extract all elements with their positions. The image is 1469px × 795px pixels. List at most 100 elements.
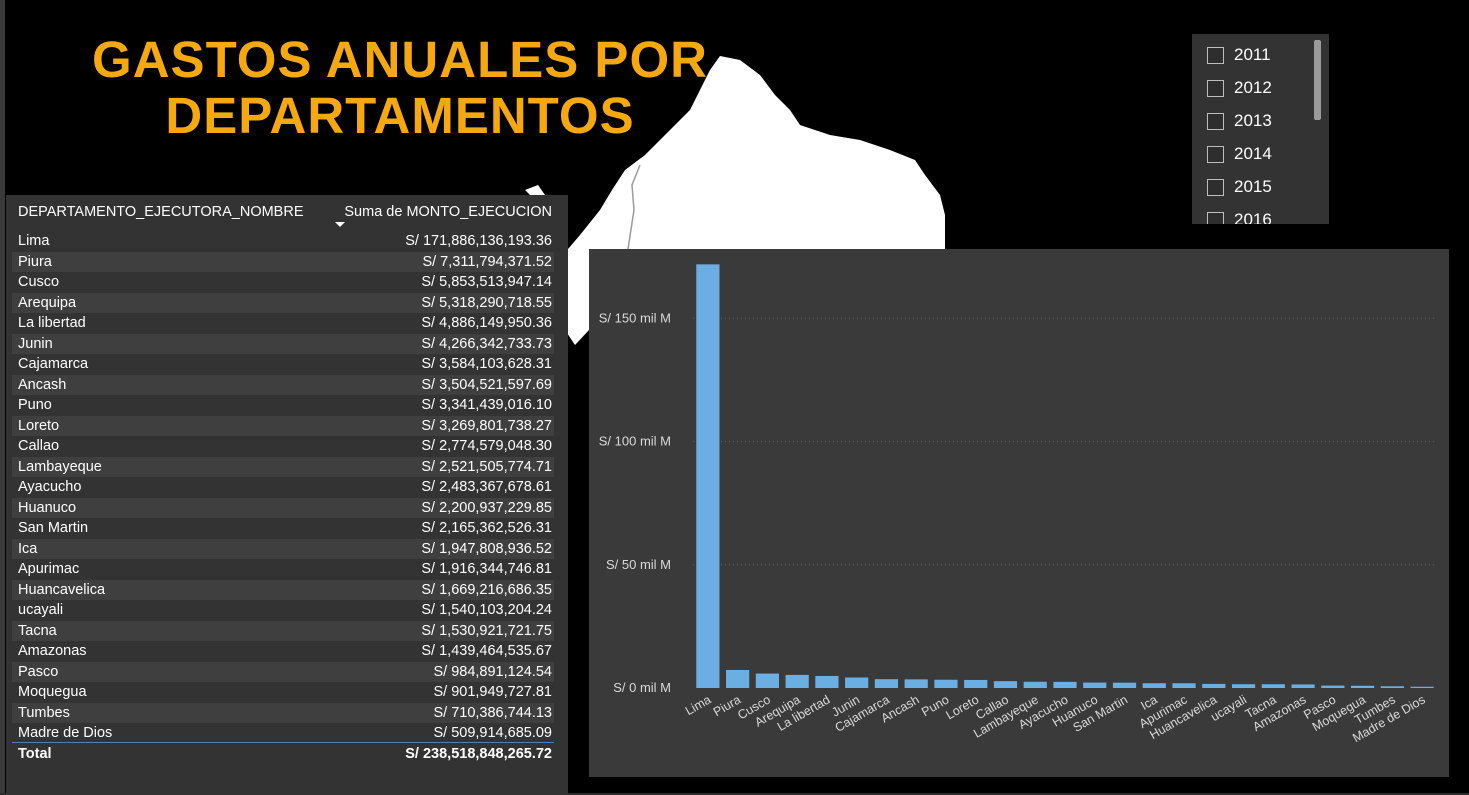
- bar-ancash[interactable]: [904, 679, 928, 688]
- table-row[interactable]: San Martin S/ 2,165,362,526.31: [12, 518, 554, 539]
- slicer-item-label: 2015: [1234, 177, 1272, 196]
- bar-ucayali[interactable]: [1231, 684, 1256, 688]
- table-row[interactable]: Lambayeque S/ 2,521,505,774.71: [12, 456, 554, 477]
- checkbox[interactable]: [1207, 179, 1224, 196]
- table-row[interactable]: Tumbes S/ 710,386,744.13: [12, 702, 554, 723]
- cell-monto: S/ 3,504,521,597.69: [421, 376, 552, 393]
- cell-monto: S/ 1,540,103,204.24: [421, 602, 552, 618]
- table-total-row: Total S/ 238,518,848,265.72: [12, 742, 554, 765]
- cell-monto: S/ 7,311,794,371.52: [422, 253, 552, 270]
- cell-departamento: Ayacucho: [18, 479, 82, 495]
- table-row[interactable]: La libertad S/ 4,886,149,950.36: [12, 313, 554, 334]
- cell-departamento: ucayali: [18, 602, 64, 618]
- bar-apurimac[interactable]: [1172, 683, 1196, 688]
- cell-departamento: San Martin: [18, 520, 89, 536]
- table-row[interactable]: Callao S/ 2,774,579,048.30: [12, 436, 554, 457]
- bar-arequipa[interactable]: [785, 674, 809, 688]
- bar-lambayeque[interactable]: [1023, 681, 1047, 688]
- checkbox[interactable]: [1207, 146, 1224, 163]
- cell-departamento: Junin: [18, 335, 53, 352]
- bar-amazonas[interactable]: [1291, 684, 1315, 688]
- bar-san-martin[interactable]: [1112, 682, 1137, 688]
- bar-moquegua[interactable]: [1350, 685, 1375, 688]
- slicer-scrollbar[interactable]: [1314, 40, 1321, 120]
- column-header-monto[interactable]: Suma de MONTO_EJECUCION: [344, 204, 552, 220]
- title-line-2: DEPARTAMENTOS: [165, 87, 635, 144]
- bar-huanuco[interactable]: [1083, 682, 1107, 688]
- table-row[interactable]: Amazonas S/ 1,439,464,535.67: [12, 641, 554, 662]
- bar-loreto[interactable]: [964, 679, 988, 688]
- cell-monto: S/ 2,774,579,048.30: [421, 438, 552, 454]
- table-row[interactable]: Tacna S/ 1,530,921,721.75: [12, 620, 554, 641]
- bar-junin[interactable]: [845, 677, 869, 688]
- bar-lima[interactable]: [696, 264, 720, 688]
- table-row[interactable]: Arequipa S/ 5,318,290,718.55: [12, 292, 554, 313]
- x-tick-label: Loreto: [944, 692, 982, 722]
- cell-monto: S/ 1,530,921,721.75: [421, 622, 552, 639]
- table-row[interactable]: Moquegua S/ 901,949,727.81: [12, 682, 554, 703]
- bar-callao[interactable]: [993, 681, 1018, 688]
- table-row[interactable]: Loreto S/ 3,269,801,738.27: [12, 415, 554, 436]
- year-slicer[interactable]: 2011 2012 2013 2014 2015 2016: [1192, 34, 1329, 224]
- table-row[interactable]: Ayacucho S/ 2,483,367,678.61: [12, 477, 554, 498]
- bar-ica[interactable]: [1142, 683, 1166, 688]
- table-body: Lima S/ 171,886,136,193.36 Piura S/ 7,311,7…: [12, 231, 554, 744]
- bar-ayacucho[interactable]: [1053, 681, 1077, 688]
- checkbox[interactable]: [1207, 47, 1224, 64]
- table-row[interactable]: Madre de Dios S/ 509,914,685.09: [12, 723, 554, 744]
- cell-monto: S/ 5,318,290,718.55: [421, 294, 552, 311]
- bar-cusco[interactable]: [755, 673, 780, 688]
- bar-huancavelica[interactable]: [1202, 683, 1226, 688]
- cell-monto: S/ 509,914,685.09: [433, 725, 552, 741]
- bar-piura[interactable]: [726, 669, 750, 688]
- bar-madre-de-dios[interactable]: [1410, 686, 1434, 688]
- table-row[interactable]: Huanuco S/ 2,200,937,229.85: [12, 497, 554, 518]
- table-row[interactable]: Lima S/ 171,886,136,193.36: [12, 231, 554, 252]
- table-row[interactable]: Piura S/ 7,311,794,371.52: [12, 251, 554, 272]
- table-row[interactable]: Apurimac S/ 1,916,344,746.81: [12, 559, 554, 580]
- checkbox[interactable]: [1207, 80, 1224, 97]
- table-row[interactable]: ucayali S/ 1,540,103,204.24: [12, 600, 554, 621]
- slicer-item-label: 2014: [1234, 144, 1272, 163]
- table-row[interactable]: Ica S/ 1,947,808,936.52: [12, 538, 554, 559]
- table-row[interactable]: Huancavelica S/ 1,669,216,686.35: [12, 579, 554, 600]
- bar-tumbes[interactable]: [1380, 686, 1404, 688]
- sort-descending-icon[interactable]: [335, 222, 345, 227]
- spending-bar-chart: S/ 0 mil M S/ 50 mil M S/ 100 mil M S/ 150 …: [589, 249, 1449, 777]
- title-line-1: GASTOS ANUALES POR: [92, 31, 708, 88]
- bar-tacna[interactable]: [1261, 684, 1285, 688]
- y-tick-label: S/ 50 mil M: [606, 557, 671, 572]
- table-row[interactable]: Ancash S/ 3,504,521,597.69: [12, 374, 554, 395]
- column-header-departamento[interactable]: DEPARTAMENTO_EJECUTORA_NOMBRE: [18, 204, 304, 220]
- cell-departamento: Cajamarca: [18, 356, 89, 372]
- cell-departamento: Tacna: [18, 622, 57, 639]
- bar-cajamarca[interactable]: [874, 679, 899, 688]
- cell-departamento: Pasco: [18, 663, 59, 680]
- table-row[interactable]: Pasco S/ 984,891,124.54: [12, 661, 554, 682]
- cell-departamento: Apurimac: [18, 561, 80, 577]
- bar-puno[interactable]: [934, 679, 958, 688]
- cell-monto: S/ 1,947,808,936.52: [421, 540, 552, 557]
- bar-la-libertad[interactable]: [815, 675, 839, 688]
- table-row[interactable]: Junin S/ 4,266,342,733.73: [12, 333, 554, 354]
- cell-departamento: Ancash: [18, 376, 67, 393]
- cell-departamento: La libertad: [18, 315, 86, 331]
- cell-departamento: Amazonas: [18, 643, 87, 659]
- cell-monto: S/ 1,439,464,535.67: [421, 643, 552, 659]
- cell-departamento: Madre de Dios: [18, 725, 113, 741]
- checkbox[interactable]: [1207, 113, 1224, 130]
- cell-monto: S/ 1,669,216,686.35: [421, 581, 552, 598]
- total-label: Total: [18, 746, 52, 762]
- cell-monto: S/ 710,386,744.13: [433, 704, 552, 721]
- x-tick-label: Lima: [683, 692, 714, 718]
- table-row[interactable]: Cajamarca S/ 3,584,103,628.31: [12, 354, 554, 375]
- table-row[interactable]: Cusco S/ 5,853,513,947.14: [12, 272, 554, 293]
- cell-departamento: Lambayeque: [18, 458, 102, 475]
- cell-departamento: Ica: [18, 540, 38, 557]
- table-row[interactable]: Puno S/ 3,341,439,016.10: [12, 395, 554, 416]
- bar-pasco[interactable]: [1321, 685, 1345, 688]
- table-header: DEPARTAMENTO_EJECUTORA_NOMBRE Suma de MO…: [12, 195, 554, 232]
- total-value: S/ 238,518,848,265.72: [405, 746, 552, 762]
- checkbox[interactable]: [1207, 212, 1224, 224]
- y-tick-label: S/ 0 mil M: [613, 680, 671, 695]
